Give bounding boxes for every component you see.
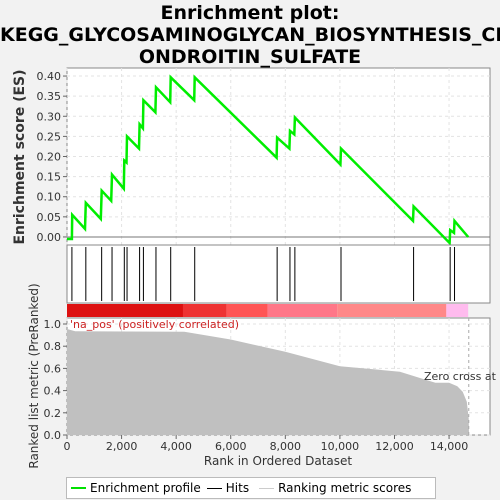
colorbar-segment <box>182 304 227 317</box>
colorbar-segment <box>267 304 338 317</box>
metric-x-label: Rank in Ordered Dataset <box>204 454 352 468</box>
chart-title: Enrichment plot: KEGG_GLYCOSAMINOGLYCAN_… <box>0 2 500 68</box>
metric-x-tick-label: 14,000 <box>430 440 469 453</box>
legend-swatch-green <box>71 487 86 489</box>
ranked-metric-area <box>67 329 469 435</box>
es-y-label: Enrichment score (ES) <box>12 69 28 244</box>
colorbar-segment <box>67 304 183 317</box>
metric-y-tick-label: 0.0 <box>44 429 62 442</box>
positively-correlated-label: 'na_pos' (positively correlated) <box>70 318 239 331</box>
legend: Enrichment profile Hits Ranking metric s… <box>66 477 436 499</box>
metric-y-tick-label: 0.4 <box>44 385 62 398</box>
es-y-tick-label: 0.25 <box>37 130 62 143</box>
title-line-3: ONDROITIN_SULFATE <box>138 46 362 68</box>
es-y-tick-label: 0.00 <box>37 231 62 244</box>
metric-x-tick-label: 10,000 <box>321 440 360 453</box>
legend-label-ranking: Ranking metric scores <box>278 481 412 495</box>
metric-x-tick-label: 0 <box>64 440 71 453</box>
metric-x-tick-label: 8,000 <box>270 440 302 453</box>
es-y-tick-label: 0.10 <box>37 191 62 204</box>
zero-cross-label: Zero cross at 14722 <box>424 370 500 383</box>
hit-marks <box>71 247 456 301</box>
legend-label-hits: Hits <box>225 481 250 495</box>
legend-swatch-grey <box>259 487 275 489</box>
legend-label-enrichment: Enrichment profile <box>90 481 201 495</box>
colorbar-segment <box>226 304 268 317</box>
legend-item-hits: Hits <box>205 481 249 495</box>
metric-x-axis: 0 2,000 4,000 6,000 8,000 10,000 12,000 14,000 <box>64 435 469 453</box>
colorbar-segment <box>446 304 469 317</box>
legend-swatch-black <box>206 487 222 489</box>
metric-y-tick-label: 0.2 <box>44 407 62 420</box>
metric-y-label: Ranked list metric (PreRanked) <box>27 283 41 468</box>
title-line-1: Enrichment plot: <box>160 2 340 24</box>
metric-x-tick-label: 4,000 <box>160 440 192 453</box>
es-y-tick-label: 0.05 <box>37 211 62 224</box>
rank-colorbar <box>67 304 469 317</box>
es-y-tick-label: 0.35 <box>37 90 62 103</box>
metric-y-tick-label: 0.6 <box>44 362 62 375</box>
enrichment-profile-line <box>67 74 470 246</box>
metric-y-tick-label: 1.0 <box>44 318 62 331</box>
colorbar-segment <box>337 304 447 317</box>
hits-panel <box>66 244 491 304</box>
metric-y-tick-label: 0.8 <box>44 340 62 353</box>
es-y-tick-label: 0.15 <box>37 171 62 184</box>
metric-x-tick-label: 2,000 <box>106 440 138 453</box>
metric-y-axis: 0.0 0.2 0.4 0.6 0.8 1.0 <box>44 318 67 442</box>
es-y-tick-label: 0.40 <box>37 70 62 83</box>
metric-x-tick-label: 6,000 <box>215 440 247 453</box>
es-y-tick-label: 0.20 <box>37 151 62 164</box>
title-line-2: KEGG_GLYCOSAMINOGLYCAN_BIOSYNTHESIS_CH <box>0 24 500 46</box>
legend-item-enrichment: Enrichment profile <box>71 481 201 495</box>
es-y-axis: 0.00 0.05 0.10 0.15 0.20 0.25 0.30 0.35 0.40 <box>37 70 67 244</box>
metric-x-tick-label: 12,000 <box>375 440 414 453</box>
legend-item-ranking: Ranking metric scores <box>253 481 411 495</box>
es-y-tick-label: 0.30 <box>37 110 62 123</box>
